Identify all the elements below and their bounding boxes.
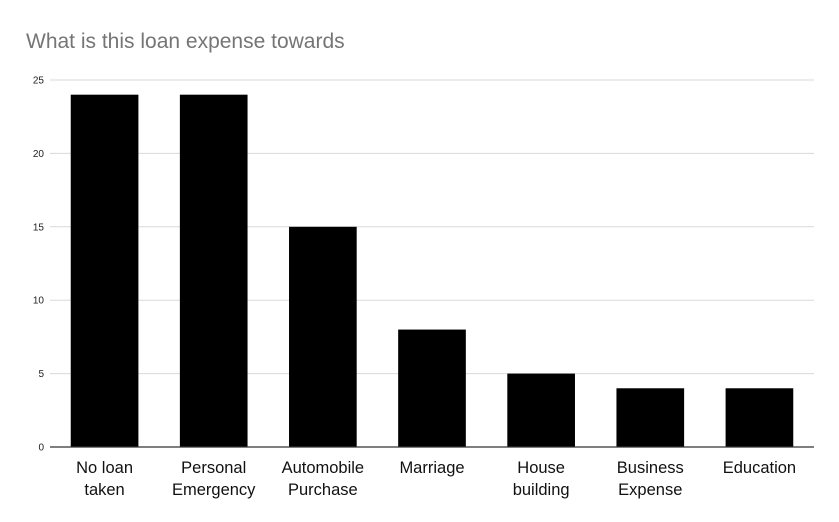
bar [70,94,139,448]
y-tick-label: 5 [38,369,44,380]
y-tick-label: 10 [33,296,45,307]
x-category-label: No loan taken [76,459,133,499]
x-category-label: House building [513,459,570,499]
chart-title: What is this loan expense towards [26,30,345,53]
bar [398,329,466,447]
x-category-label: Automobile Purchase [282,459,365,499]
bar [507,373,575,447]
x-category-label: Personal Emergency [172,459,256,499]
bar [725,388,794,447]
y-tick-label: 15 [33,222,45,233]
bar [616,388,685,447]
y-tick-labels: 0 5 10 15 20 25 [33,76,45,454]
bar [179,94,248,448]
bars [70,94,794,448]
y-tick-label: 25 [33,76,45,87]
x-category-label: Business Expense [617,459,684,499]
x-category-label: Marriage [399,459,464,477]
y-tick-label: 0 [38,443,44,454]
x-category-label: Education [723,459,796,477]
x-category-labels: No loan taken Personal Emergency Automobile P… [76,459,796,499]
y-tick-label: 20 [33,149,45,160]
bar [289,226,357,447]
